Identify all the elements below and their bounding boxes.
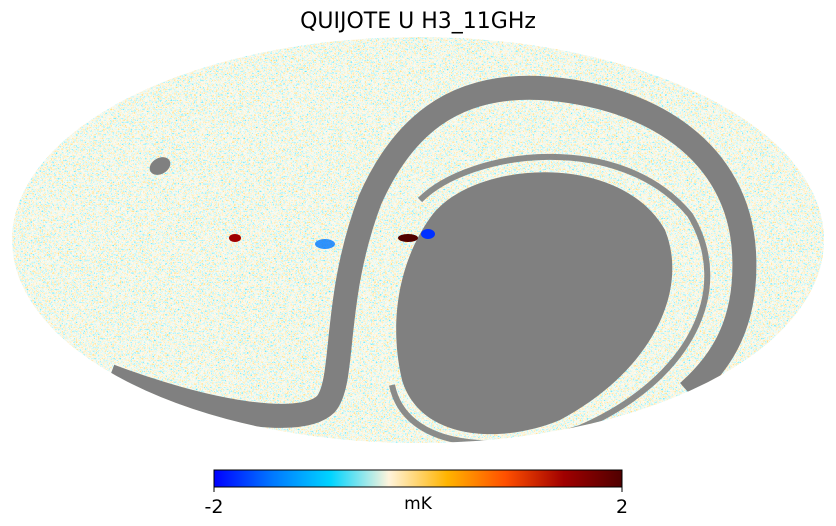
colorbar-tick-label: -2 [205,496,224,518]
mask-spot [149,157,171,175]
plane-features [229,229,435,249]
mask [105,75,757,443]
colorbar-tick-label: 2 [616,496,628,518]
mask-region [396,172,673,435]
map-title: QUIJOTE U H3_11GHz [300,9,536,34]
colorbar-label: mK [404,494,433,514]
sky-map [12,37,824,443]
colorbar [213,469,623,488]
cold-spot [315,239,335,249]
hot-spot [398,234,418,242]
hot-spot [229,234,241,242]
cold-spot [421,229,435,239]
mask-band [105,75,757,428]
